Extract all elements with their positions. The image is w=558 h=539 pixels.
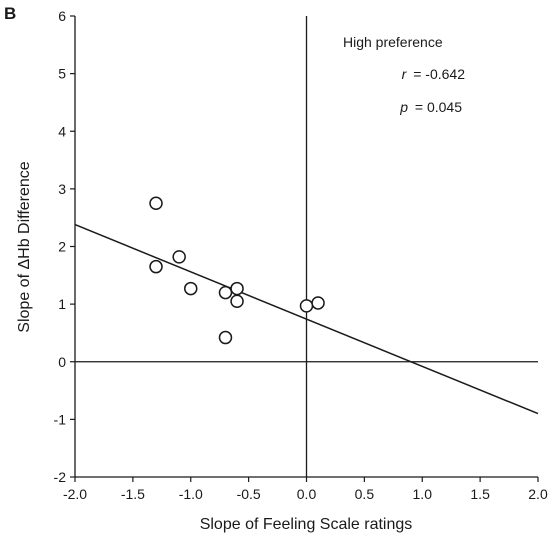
p-value: = 0.045 xyxy=(415,99,462,115)
regression-line-group xyxy=(74,223,539,415)
reference-lines xyxy=(75,16,538,477)
x-tick-label: -0.5 xyxy=(237,486,261,502)
x-tick-label: 2.0 xyxy=(528,486,548,502)
p-symbol: p xyxy=(399,99,408,115)
x-tick-label: 1.5 xyxy=(470,486,490,502)
y-tick-label: 3 xyxy=(58,181,66,197)
y-tick-label: 0 xyxy=(58,354,66,370)
x-axis-title: Slope of Feeling Scale ratings xyxy=(200,516,413,533)
data-point xyxy=(172,250,186,264)
data-point xyxy=(184,281,198,296)
y-tick-label: -1 xyxy=(54,411,67,427)
y-axis-ticks: -2 -1 0 1 2 3 4 5 6 xyxy=(54,8,75,485)
x-tick-label: 1.0 xyxy=(413,486,433,502)
x-tick-label: -1.5 xyxy=(121,486,145,502)
data-point xyxy=(230,281,244,296)
x-tick-label: 0.5 xyxy=(355,486,375,502)
x-axis-ticks: -2.0 -1.5 -1.0 -0.5 0.0 0.5 1.0 1.5 2.0 xyxy=(63,477,548,502)
annotation-p: p = 0.045 xyxy=(399,99,462,115)
y-tick-label: 2 xyxy=(58,239,66,255)
data-point xyxy=(230,294,244,308)
y-tick-label: 6 xyxy=(58,8,66,24)
regression-line xyxy=(74,223,539,415)
panel-label: B xyxy=(4,4,16,23)
annotation-title: High preference xyxy=(343,34,443,50)
data-point xyxy=(299,299,314,313)
r-value: = -0.642 xyxy=(413,66,465,82)
r-symbol: r xyxy=(402,66,408,82)
x-tick-label: -1.0 xyxy=(179,486,203,502)
y-axis-title: Slope of ΔHb Difference xyxy=(16,161,33,332)
y-tick-label: 1 xyxy=(58,296,66,312)
y-tick-label: 5 xyxy=(58,66,66,82)
data-point xyxy=(149,196,163,211)
x-tick-label: -2.0 xyxy=(63,486,87,502)
data-point xyxy=(311,296,325,310)
annotation-r: r = -0.642 xyxy=(402,66,466,82)
data-points xyxy=(149,196,325,345)
data-point xyxy=(149,259,163,274)
x-tick-label: 0.0 xyxy=(297,486,317,502)
y-tick-label: 4 xyxy=(58,123,66,139)
data-point xyxy=(218,285,233,300)
data-point xyxy=(218,330,233,345)
y-tick-label: -2 xyxy=(54,469,67,485)
